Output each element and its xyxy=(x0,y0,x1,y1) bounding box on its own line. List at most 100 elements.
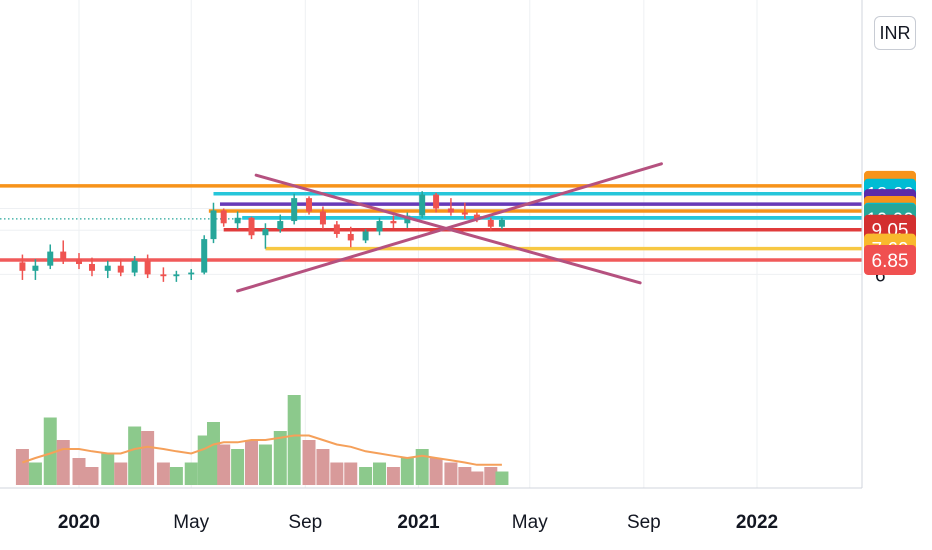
candle xyxy=(234,211,241,230)
volume-bar xyxy=(258,444,272,485)
volume-bar xyxy=(184,462,198,485)
candle xyxy=(60,240,67,265)
time-axis-label: Sep xyxy=(627,512,661,533)
volume-bar xyxy=(429,458,443,485)
candle xyxy=(390,215,397,228)
time-axis[interactable]: 2020 May Sep 2021 May Sep 2022 xyxy=(0,487,862,533)
price-tag: 6.85 xyxy=(864,244,916,275)
volume-bar xyxy=(359,467,373,485)
candle xyxy=(362,229,369,244)
candle-body xyxy=(220,210,227,224)
volume-bar xyxy=(330,462,344,485)
volume-bar xyxy=(231,449,245,485)
candle xyxy=(404,212,411,228)
volume-bar xyxy=(373,462,387,485)
candle xyxy=(201,235,208,275)
price-axis-label: 6 xyxy=(875,265,886,286)
volume-bar xyxy=(43,417,57,485)
candle-body xyxy=(131,260,138,273)
candle xyxy=(104,260,111,279)
candle-body xyxy=(173,274,180,277)
candle-body xyxy=(234,217,241,224)
volume-bar xyxy=(141,431,155,485)
volume-bar xyxy=(287,395,301,485)
candle-body xyxy=(104,265,111,271)
volume-bar xyxy=(28,462,42,485)
chart-grid xyxy=(0,0,862,488)
candle xyxy=(419,191,426,218)
candle-body xyxy=(160,274,167,277)
candle xyxy=(173,270,180,282)
candle-body xyxy=(117,265,124,273)
time-axis-label: May xyxy=(173,512,209,533)
volume-ma-line xyxy=(22,434,502,466)
volume-bar xyxy=(458,467,472,485)
candle xyxy=(144,254,151,279)
candle-body xyxy=(32,265,39,271)
candle-body xyxy=(277,221,284,230)
candle-body xyxy=(487,219,494,227)
volume-bar xyxy=(15,449,29,485)
volume-bar xyxy=(415,449,429,485)
volume-ma xyxy=(22,434,502,466)
candle xyxy=(333,221,340,238)
candle-body xyxy=(498,219,505,227)
volume-bar xyxy=(156,462,170,485)
candle xyxy=(277,214,284,233)
volume-bar xyxy=(273,431,287,485)
candle-body xyxy=(248,217,255,236)
trendline xyxy=(236,162,663,293)
candle-body xyxy=(201,239,208,273)
volume-bar xyxy=(400,458,414,485)
candle xyxy=(117,259,124,277)
candle xyxy=(376,217,383,236)
candle xyxy=(498,217,505,230)
candle xyxy=(461,202,468,219)
volume-bar xyxy=(316,449,330,485)
candle-body xyxy=(461,212,468,215)
volume-bar xyxy=(114,462,128,485)
volume-bar xyxy=(444,462,458,485)
volume-bar xyxy=(495,471,509,485)
volume-bar xyxy=(470,471,484,485)
candles xyxy=(19,191,505,282)
candle-body xyxy=(390,221,397,224)
candle xyxy=(19,254,26,280)
candle-body xyxy=(433,194,440,209)
volume-bar xyxy=(484,467,498,485)
candle-body xyxy=(319,211,326,225)
time-axis-label: 2020 xyxy=(58,512,100,533)
candle-body xyxy=(447,208,454,213)
candle-body xyxy=(47,251,54,266)
candle-body xyxy=(306,198,313,212)
candle-body xyxy=(333,224,340,234)
candle-body xyxy=(473,214,480,220)
price-tag-bg xyxy=(864,244,916,275)
candle xyxy=(47,244,54,270)
candle-body xyxy=(376,221,383,232)
candle-body xyxy=(19,262,26,271)
candle xyxy=(262,223,269,249)
currency-button[interactable]: INR xyxy=(874,16,916,50)
candle xyxy=(306,196,313,215)
time-axis-label: 2021 xyxy=(397,512,440,533)
volume-bar xyxy=(101,453,115,485)
volume-bar xyxy=(386,467,400,485)
time-axis-label: 2022 xyxy=(736,512,778,533)
candle-body xyxy=(144,260,151,275)
candle xyxy=(433,192,440,213)
candle-body xyxy=(188,272,195,275)
candle-body xyxy=(76,259,82,265)
candle xyxy=(487,217,494,231)
candle xyxy=(32,259,39,280)
candle-body xyxy=(210,210,217,240)
candle xyxy=(347,226,354,248)
candle-body xyxy=(362,231,369,241)
candle xyxy=(248,216,255,240)
time-axis-label: Sep xyxy=(288,512,322,533)
candle xyxy=(220,208,227,227)
volume-bar xyxy=(206,422,220,485)
volume-bar xyxy=(56,440,70,485)
candle xyxy=(188,269,195,280)
